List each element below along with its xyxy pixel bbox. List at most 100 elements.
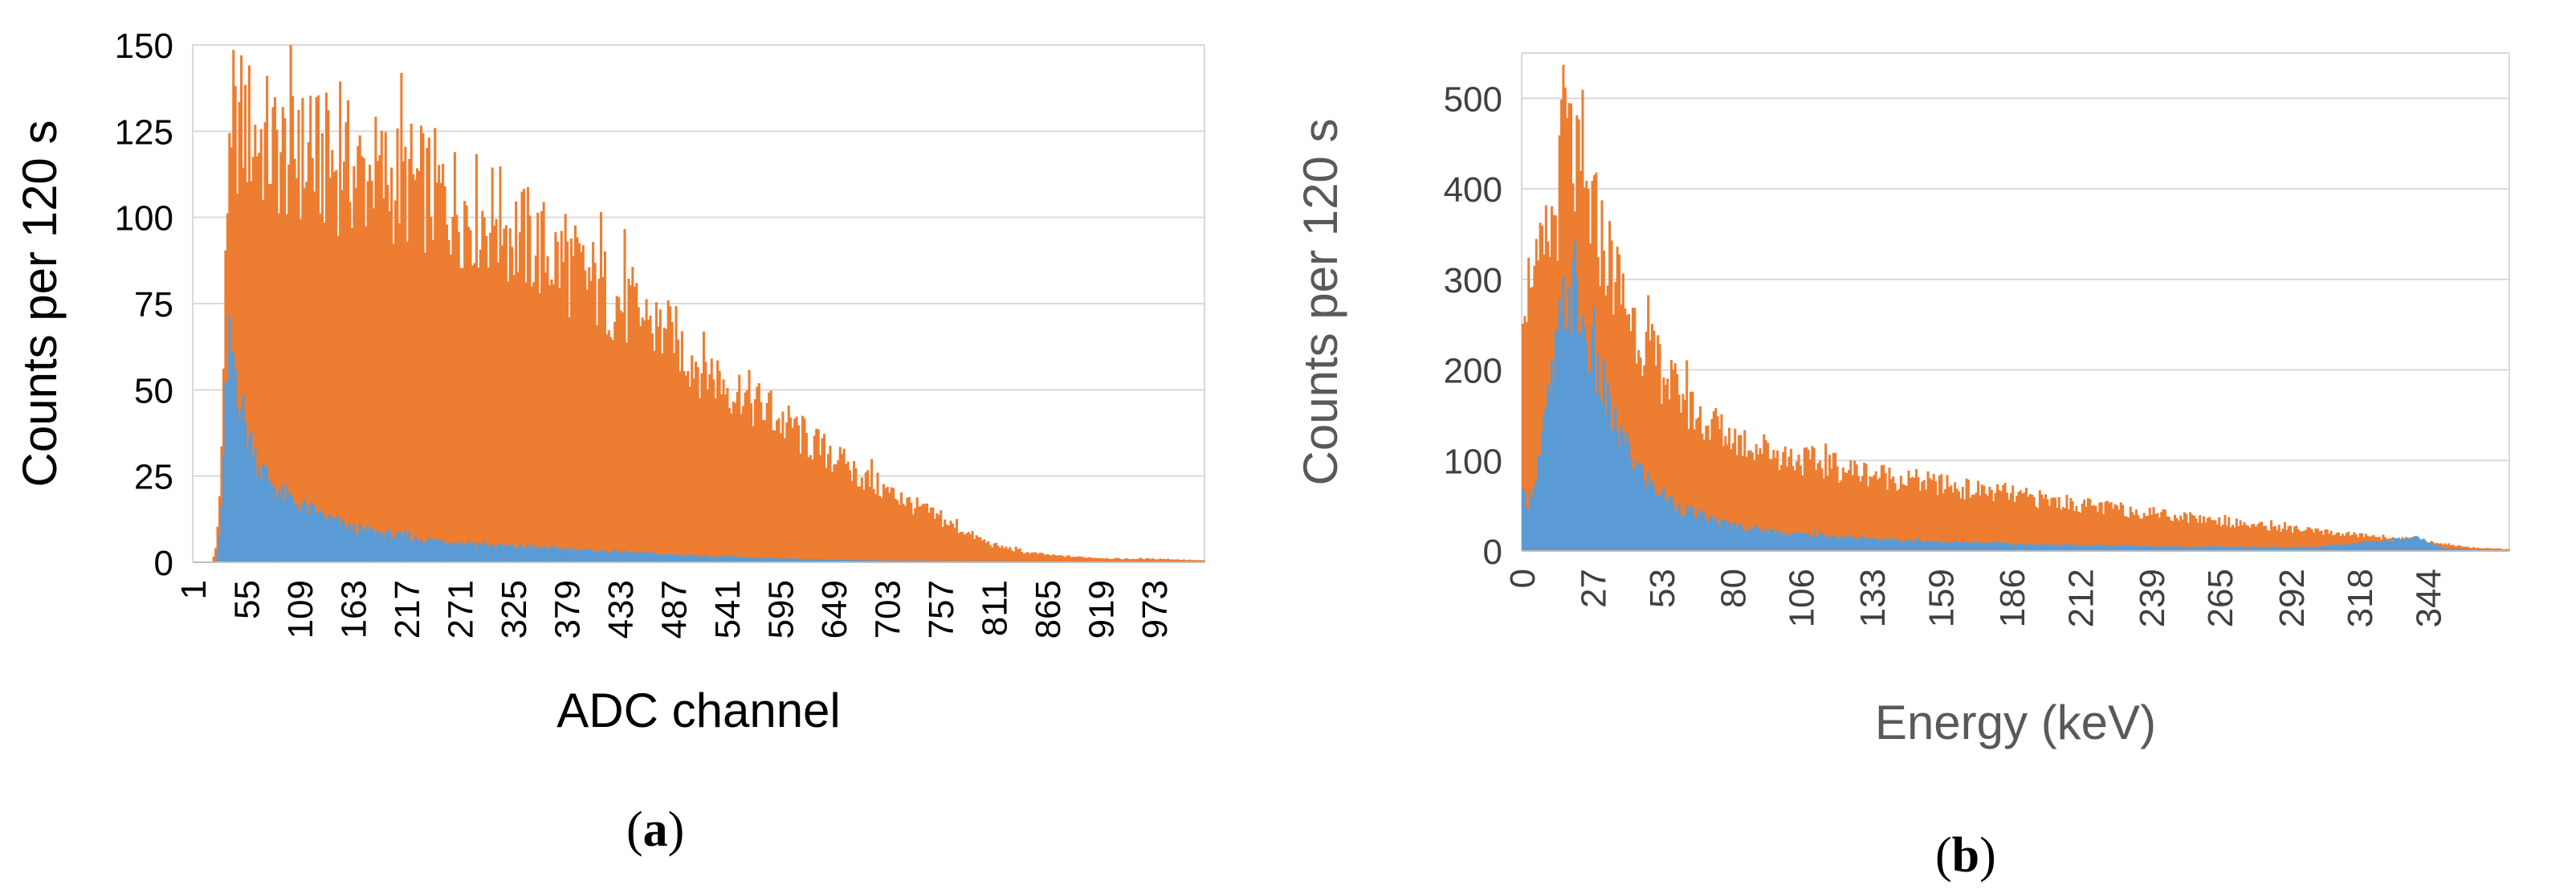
histogram-bar <box>718 556 721 562</box>
histogram-bar <box>1728 522 1731 551</box>
histogram-bar <box>1880 540 1883 551</box>
histogram-bar <box>2341 545 2344 551</box>
histogram-bar <box>2064 544 2067 551</box>
histogram-bar <box>255 156 259 562</box>
histogram-bar <box>2376 541 2379 551</box>
histogram-bar <box>467 541 471 562</box>
histogram-bar <box>764 419 767 562</box>
histogram-bar <box>365 226 368 562</box>
histogram-bar <box>673 554 676 562</box>
histogram-bar <box>2185 513 2188 551</box>
y-tick-label: 100 <box>115 199 173 239</box>
histogram-bar <box>469 230 472 562</box>
histogram-bar <box>1156 559 1160 562</box>
histogram-bar <box>870 459 874 562</box>
histogram-bar <box>558 288 561 562</box>
series-orange <box>212 45 1205 563</box>
histogram-bar <box>647 552 650 562</box>
histogram-bar <box>2291 547 2294 551</box>
histogram-bar <box>817 429 820 562</box>
histogram-bar <box>914 560 917 562</box>
histogram-bar <box>1990 542 1993 551</box>
histogram-bar <box>1171 559 1174 562</box>
histogram-bar <box>2050 498 2053 551</box>
histogram-bar <box>858 560 862 562</box>
histogram-bar <box>732 401 735 562</box>
histogram-bar <box>676 555 679 562</box>
histogram-bar <box>2167 516 2170 551</box>
histogram-bar <box>2345 533 2348 551</box>
histogram-bar <box>491 544 494 562</box>
histogram-bar <box>1818 460 1821 551</box>
histogram-bar <box>1934 542 1938 551</box>
histogram-bar <box>2096 512 2099 551</box>
histogram-bar <box>596 325 599 562</box>
histogram-bar <box>1942 543 1945 551</box>
histogram-bar <box>396 128 399 563</box>
histogram-bar <box>2397 537 2400 551</box>
histogram-bar <box>2503 549 2506 551</box>
histogram-bar <box>1774 457 1777 551</box>
histogram-bar <box>2281 547 2285 551</box>
histogram-bar <box>1544 406 1547 551</box>
histogram-bar <box>687 371 690 562</box>
histogram-bar <box>884 488 887 562</box>
histogram-bar <box>1886 489 1889 551</box>
histogram-bar <box>1592 306 1596 551</box>
histogram-bar <box>850 559 854 562</box>
histogram-bar <box>2266 547 2269 551</box>
histogram-bar <box>365 529 368 562</box>
histogram-bar <box>2061 507 2064 551</box>
histogram-bar <box>892 488 895 562</box>
histogram-bar <box>2079 512 2082 551</box>
histogram-bar <box>378 155 381 562</box>
histogram-bar <box>2499 549 2502 551</box>
series-orange <box>1522 64 2510 552</box>
histogram-bar <box>307 141 310 562</box>
histogram-bar <box>546 549 549 562</box>
histogram-bar <box>2289 546 2293 551</box>
histogram-bar <box>1164 559 1168 562</box>
histogram-bar <box>1720 519 1723 551</box>
histogram-bar <box>390 539 393 562</box>
histogram-bar <box>1133 559 1136 562</box>
histogram-bar <box>2345 543 2348 551</box>
histogram-bar <box>957 533 960 562</box>
x-tick-label: 239 <box>2133 569 2172 627</box>
histogram-bar <box>1618 254 1621 551</box>
histogram-bar <box>1699 515 1702 551</box>
histogram-bar <box>384 534 387 562</box>
histogram-bar <box>2460 546 2464 551</box>
histogram-bar <box>2455 548 2458 551</box>
histogram-bar <box>2293 547 2296 551</box>
histogram-bar <box>665 553 668 562</box>
histogram-bar <box>1867 486 1870 551</box>
histogram-bar <box>1975 541 1978 551</box>
histogram-bar <box>601 550 605 562</box>
histogram-bar <box>2137 546 2140 551</box>
histogram-bar <box>2113 545 2117 551</box>
histogram-bar <box>530 286 533 562</box>
histogram-bar <box>346 100 350 563</box>
histogram-bar <box>1628 443 1631 551</box>
histogram-bar <box>1976 543 1979 551</box>
histogram-bar <box>1783 446 1787 551</box>
histogram-bar <box>577 243 581 562</box>
histogram-bar <box>1755 525 1758 551</box>
histogram-bar <box>500 545 503 562</box>
histogram-bar <box>684 554 687 562</box>
histogram-bar <box>1861 534 1864 551</box>
x-tick-label: 541 <box>708 580 748 639</box>
histogram-bar <box>2453 545 2456 551</box>
histogram-bar <box>2468 548 2472 551</box>
histogram-bar <box>218 496 222 562</box>
histogram-bar <box>2366 541 2370 551</box>
histogram-bar <box>611 551 614 562</box>
histogram-bar <box>1951 492 1954 551</box>
histogram-bar <box>1998 544 2001 551</box>
histogram-bar <box>753 398 756 562</box>
histogram-bar <box>2395 538 2399 551</box>
histogram-bar <box>629 285 632 562</box>
histogram-bar <box>2073 511 2077 551</box>
